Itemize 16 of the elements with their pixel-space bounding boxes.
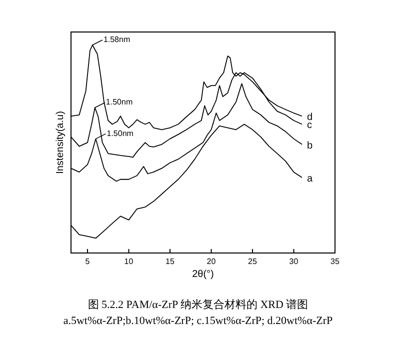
- x-tick-label: 10: [124, 257, 134, 266]
- x-tick-label: 25: [248, 257, 258, 266]
- x-tick-label: 20: [206, 257, 216, 266]
- series-label: b: [307, 140, 313, 152]
- series-label: a: [307, 173, 313, 184]
- annotation: 1.58nm: [103, 35, 130, 44]
- y-axis-title: Instensity(a.u): [55, 111, 66, 174]
- x-tick-label: 30: [289, 257, 299, 266]
- text: a.5wt%α-ZrP;b.10wt%α-ZrP; c.15wt%α-ZrP; d.20wt%α-ZrP: [63, 315, 333, 327]
- x-axis-title: 2θ(°): [192, 269, 214, 280]
- annotation: 1.50nm: [106, 98, 133, 107]
- x-tick-label: 15: [166, 257, 175, 266]
- annotation: 1.50nm: [106, 128, 134, 138]
- x-tick-label: 35: [330, 257, 340, 266]
- caption: 图 5.2.2 PAM/α-ZrP 纳米复合材料的 XRD 谱图: [88, 298, 308, 311]
- x-tick-label: 5: [85, 257, 90, 266]
